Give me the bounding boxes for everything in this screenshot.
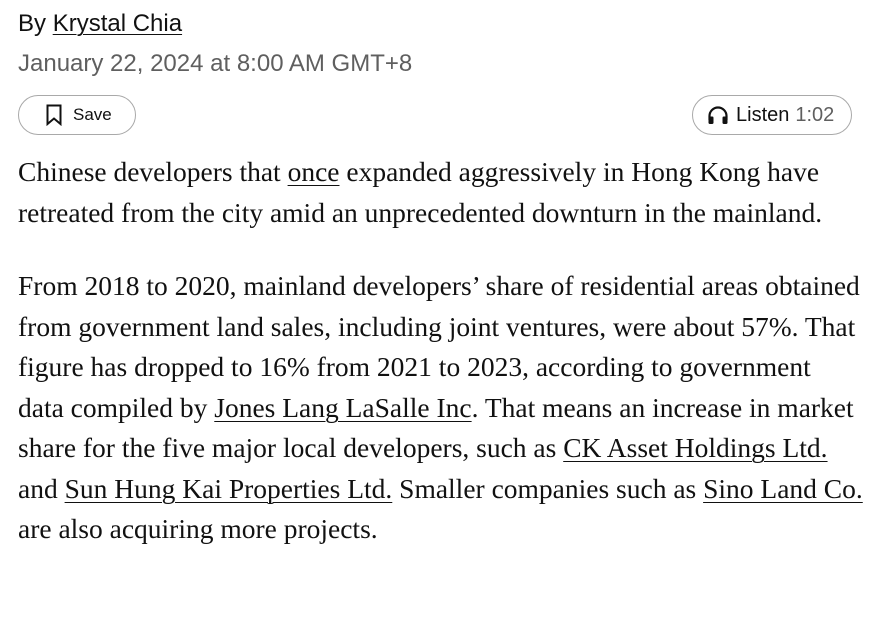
listen-button[interactable]: Listen 1:02 xyxy=(692,95,852,135)
byline: By Krystal Chia xyxy=(18,9,182,39)
once-link[interactable]: once xyxy=(287,156,340,187)
p2-text-1: From 2018 to 2020, mainland developers’ … xyxy=(18,270,860,423)
p2-text-3: and xyxy=(18,472,65,504)
bookmark-icon xyxy=(46,104,62,126)
publish-timestamp: January 22, 2024 at 8:00 AM GMT+8 xyxy=(18,50,413,77)
p2-text-5: are also acquiring more projects. xyxy=(18,513,378,544)
headphones-icon xyxy=(707,105,729,125)
sun-hung-kai-link[interactable]: Sun Hung Kai Properties Ltd. xyxy=(64,472,393,504)
author-link[interactable]: Krystal Chia xyxy=(52,10,183,37)
save-button[interactable]: Save xyxy=(18,95,136,135)
p1-text-2: expanded aggressively in Hong Kong have … xyxy=(18,156,823,228)
p2-text-4: Smaller companies such as xyxy=(392,472,704,504)
listen-duration: 1:02 xyxy=(795,103,835,126)
listen-label: Listen xyxy=(736,103,790,126)
paragraph-2: From 2018 to 2020, mainland developers’ … xyxy=(18,266,863,550)
paragraph-1: Chinese developers that once expanded ag… xyxy=(18,152,863,233)
article-body: Chinese developers that once expanded ag… xyxy=(18,152,863,550)
p1-text-1: Chinese developers that xyxy=(18,156,288,187)
save-label: Save xyxy=(73,105,112,124)
p2-text-2: . That means an increase in market share… xyxy=(18,391,854,464)
byline-prefix: By xyxy=(18,10,47,37)
sino-land-link[interactable]: Sino Land Co. xyxy=(703,472,863,504)
ck-asset-holdings-link[interactable]: CK Asset Holdings Ltd. xyxy=(563,432,828,463)
jones-lang-lasalle-link[interactable]: Jones Lang LaSalle Inc xyxy=(214,391,472,423)
